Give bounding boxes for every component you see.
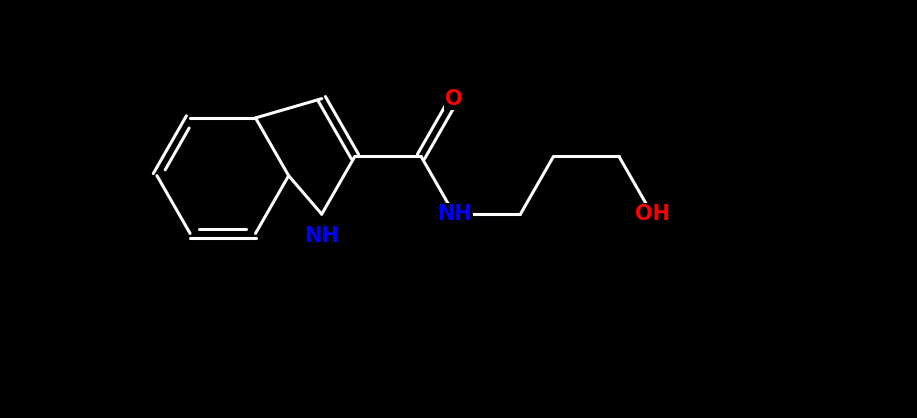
Text: NH: NH — [304, 226, 339, 246]
Text: OH: OH — [635, 204, 669, 224]
Text: O: O — [446, 89, 463, 109]
Text: NH: NH — [436, 204, 471, 224]
